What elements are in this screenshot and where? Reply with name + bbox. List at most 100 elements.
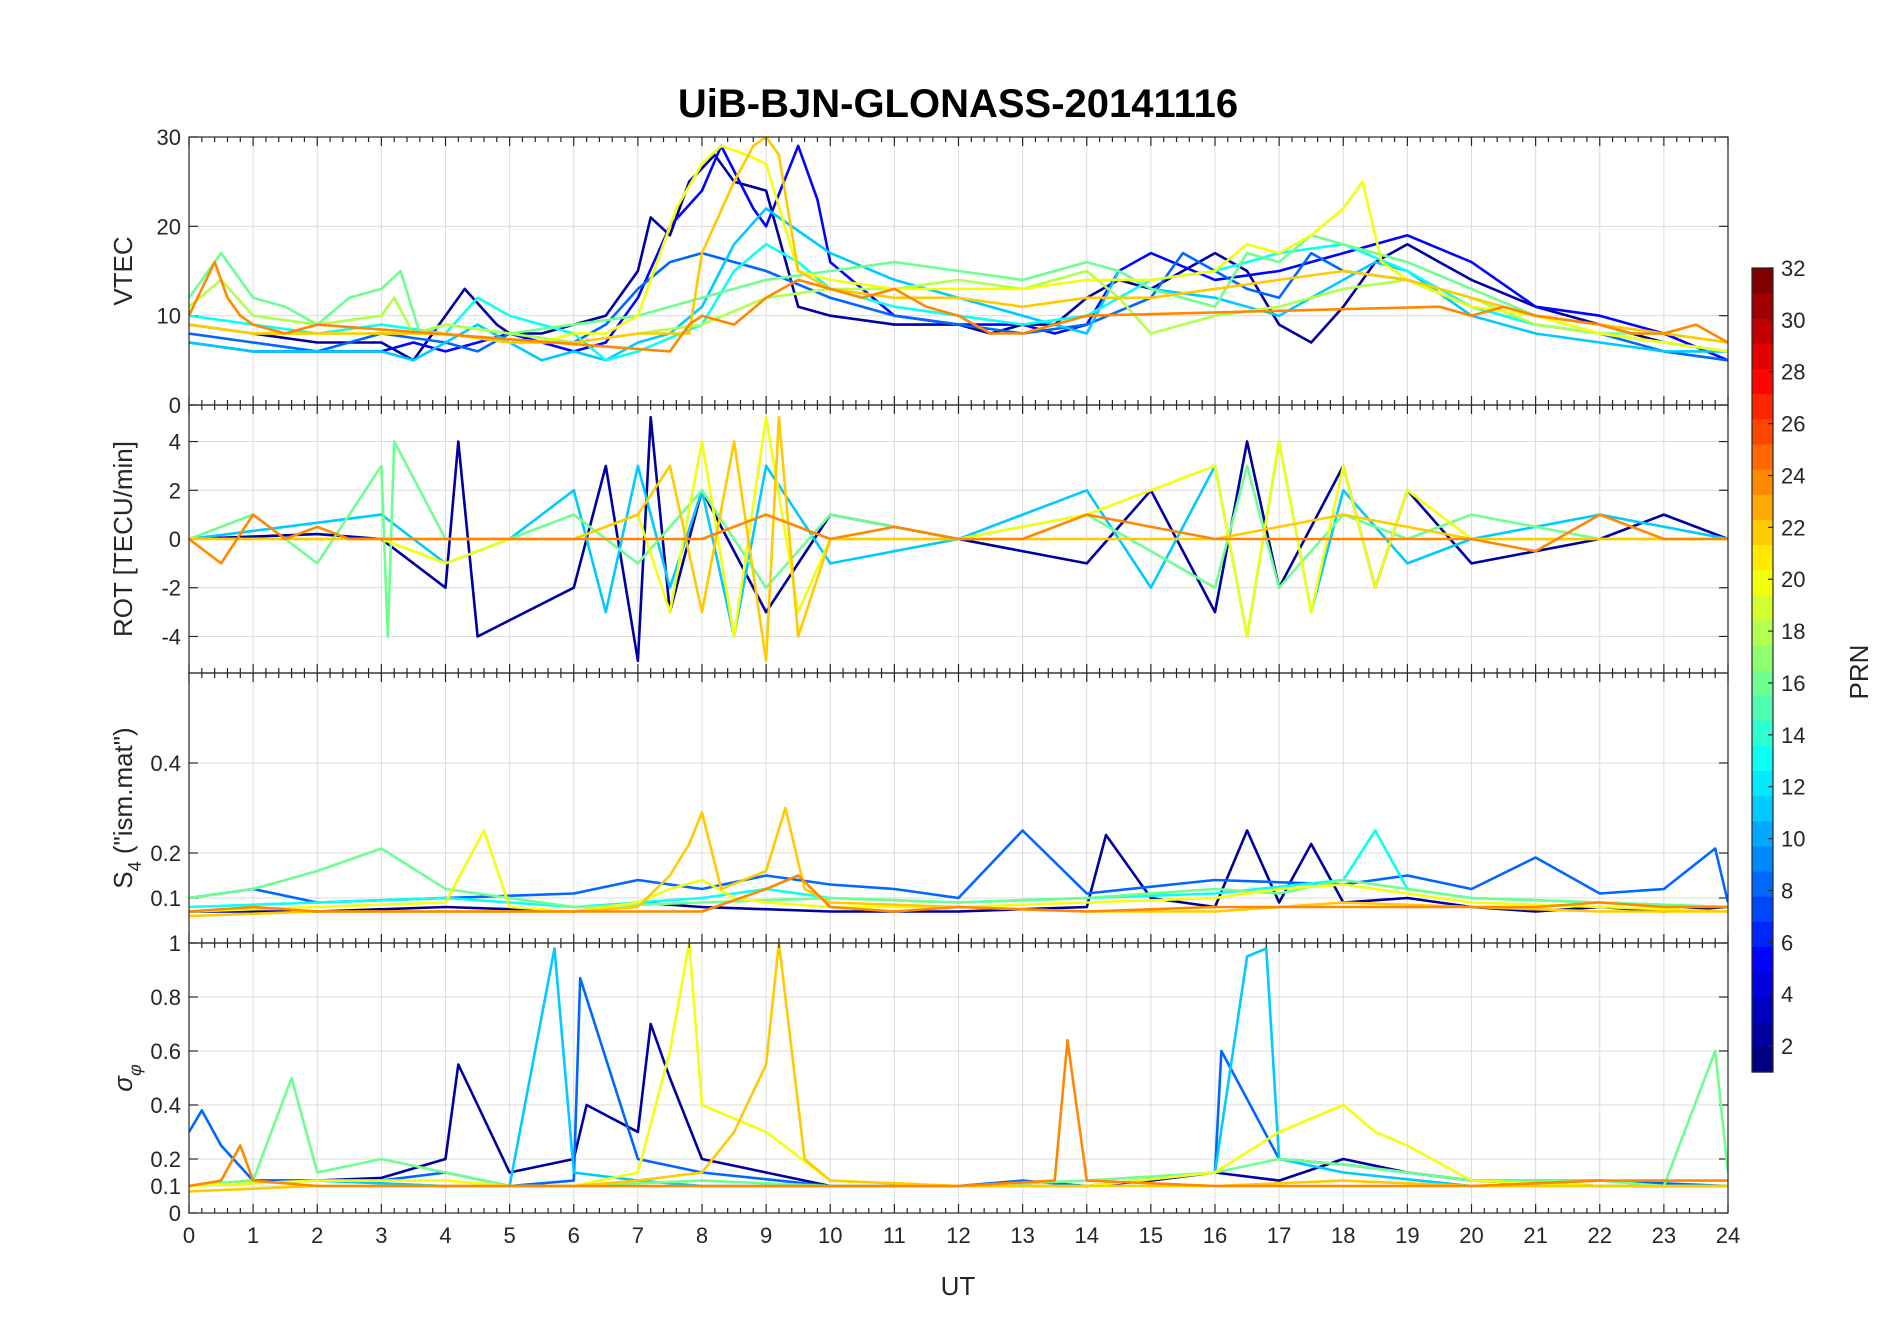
x-tick-label: 9	[760, 1223, 772, 1248]
colorbar-swatch	[1752, 770, 1773, 797]
x-tick-label: 6	[568, 1223, 580, 1248]
colorbar-swatch	[1752, 418, 1773, 445]
series-line-prn-24	[189, 260, 1728, 353]
y-tick-label: 0.4	[150, 751, 181, 776]
colorbar-swatch	[1752, 871, 1773, 897]
panel-1: 0 10 20 30 VTEC	[108, 125, 1729, 418]
y-tick-label: -4	[161, 624, 181, 649]
y-label-rest: ("ism.mat")	[108, 727, 138, 861]
y-tick-label: 2	[169, 478, 181, 503]
series-line-prn-16	[189, 847, 1728, 909]
colorbar-tick-label: 2	[1781, 1034, 1793, 1059]
colorbar-tick-label: 24	[1781, 463, 1805, 488]
panel-3: 0.1 0.2 0.4S4 ("ism.mat")	[108, 672, 1729, 944]
x-tick-label: 21	[1523, 1223, 1547, 1248]
x-axis-label: UT	[941, 1271, 976, 1301]
y-tick-label: 0.1	[150, 1174, 181, 1199]
x-tick-label: 4	[439, 1223, 451, 1248]
x-tick-label: 16	[1203, 1223, 1227, 1248]
y-axis-label: S4 ("ism.mat")	[108, 727, 145, 888]
colorbar-swatch	[1752, 343, 1773, 370]
y-tick-label: 0.6	[150, 1039, 181, 1064]
series-line-prn-20	[189, 829, 1728, 913]
colorbar-swatch	[1752, 544, 1773, 571]
colorbar-swatch	[1752, 996, 1773, 1023]
colorbar-swatch	[1752, 443, 1773, 470]
x-tick-label: 11	[883, 1223, 906, 1248]
x-tick-label: 0	[183, 1223, 195, 1248]
y-tick-label: 20	[157, 214, 181, 239]
colorbar-swatch	[1752, 318, 1773, 344]
series-group	[189, 415, 1728, 663]
series-line-prn-24	[189, 874, 1728, 913]
colorbar-swatch	[1752, 720, 1773, 746]
x-tick-label: 5	[504, 1223, 516, 1248]
series-group	[189, 137, 1728, 362]
x-tick-label: 24	[1716, 1223, 1740, 1248]
y-tick-label: -2	[161, 576, 181, 601]
x-tick-label: 2	[311, 1223, 323, 1248]
y-tick-label: 1	[169, 931, 181, 956]
colorbar-swatch	[1752, 1021, 1773, 1048]
y-tick-label: 0.2	[150, 1147, 181, 1172]
colorbar-swatch	[1752, 921, 1773, 947]
x-tick-label: 13	[1010, 1223, 1034, 1248]
colorbar-frame	[1751, 267, 1774, 1073]
colorbar-swatch	[1752, 820, 1773, 847]
series-group	[189, 806, 1728, 918]
colorbar-swatch	[1752, 745, 1773, 772]
colorbar-swatch	[1752, 644, 1773, 671]
x-tick-label: 15	[1139, 1223, 1163, 1248]
colorbar-swatch	[1752, 619, 1773, 646]
y-tick-label: 0	[169, 393, 181, 418]
colorbar-tick-label: 6	[1781, 930, 1793, 955]
colorbar-swatch	[1752, 896, 1773, 922]
colorbar-tick-label: 18	[1781, 619, 1805, 644]
x-tick-label: 17	[1267, 1223, 1291, 1248]
x-axis: 0 1 2 3 4 5 6 7 8 9 10 11 12 13 14 15 16 17 18 19 20 21 22 23 24	[183, 1223, 1740, 1248]
y-tick-label: 0	[169, 527, 181, 552]
colorbar-swatch	[1752, 845, 1773, 872]
series-line-prn-22	[189, 137, 1728, 344]
x-tick-label: 8	[696, 1223, 708, 1248]
y-tick-label: 0.1	[150, 886, 181, 911]
colorbar-swatch	[1752, 695, 1773, 721]
colorbar-tick-label: 14	[1781, 723, 1805, 748]
x-tick-label: 1	[247, 1223, 259, 1248]
colorbar-swatch	[1752, 594, 1773, 621]
series-line-prn-8	[189, 829, 1728, 904]
colorbar-swatch	[1752, 469, 1773, 495]
colorbar-tick-label: 8	[1781, 878, 1793, 903]
y-axis-label: VTEC	[108, 236, 138, 305]
y-axis-label: σφ	[108, 1064, 145, 1092]
colorbar-swatch	[1752, 670, 1773, 696]
y-label-base: σ	[108, 1075, 138, 1092]
colorbar-swatch	[1752, 1046, 1773, 1073]
colorbar-swatch	[1752, 293, 1773, 319]
colorbar-swatch	[1752, 494, 1773, 520]
colorbar-tick-label: 22	[1781, 515, 1805, 540]
x-tick-label: 22	[1588, 1223, 1612, 1248]
colorbar-swatch	[1752, 268, 1773, 294]
colorbar-tick-label: 16	[1781, 671, 1805, 696]
y-label-base: S	[108, 871, 138, 888]
x-tick-label: 3	[375, 1223, 387, 1248]
x-tick-label: 7	[632, 1223, 644, 1248]
series-line-prn-11	[189, 207, 1728, 362]
colorbar-swatch	[1752, 519, 1773, 545]
colorbar-swatch	[1752, 971, 1773, 998]
colorbar-tick-label: 28	[1781, 360, 1805, 385]
y-tick-label: 0.2	[150, 841, 181, 866]
colorbar-tick-label: 4	[1781, 982, 1793, 1007]
colorbar-tick-label: 10	[1781, 827, 1805, 852]
colorbar-swatch	[1752, 946, 1773, 973]
x-tick-label: 19	[1395, 1223, 1419, 1248]
colorbar-tick-label: 26	[1781, 412, 1805, 437]
series-line-prn-16	[189, 440, 1728, 638]
series-group	[189, 943, 1728, 1193]
panel-frame	[188, 942, 1729, 1214]
series-line-prn-24	[189, 513, 1728, 565]
